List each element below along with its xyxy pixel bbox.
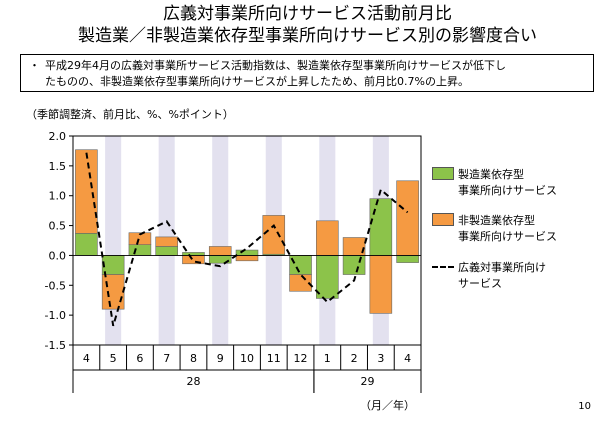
bar-non-manufacturing (396, 180, 419, 256)
bar-manufacturing (155, 246, 178, 256)
legend-label: 広義対事業所向け サービス (458, 261, 546, 290)
x-tick-label: 1 (324, 352, 331, 365)
note-bullet: ・ (29, 59, 40, 72)
shade-band (105, 136, 122, 345)
bar-non-manufacturing (101, 274, 125, 310)
bar-manufacturing (235, 249, 259, 256)
bar-non-manufacturing (182, 255, 205, 265)
legend-label: 製造業依存型 事業所向けサービス (458, 168, 557, 197)
bar-non-manufacturing (369, 255, 393, 314)
total-line (85, 152, 409, 327)
y-tick-label: 1.0 (49, 190, 67, 203)
x-tick-label: 9 (217, 352, 224, 365)
bar-non-manufacturing (235, 255, 259, 262)
x-tick-label: 4 (83, 352, 90, 365)
bar-non-manufacturing (262, 215, 286, 255)
y-tick-label: 0.5 (49, 220, 67, 233)
x-tick-label: 10 (240, 352, 254, 365)
y-tick-label: -1.5 (45, 339, 66, 352)
bar-non-manufacturing (155, 236, 178, 247)
plot-frame (72, 135, 422, 346)
legend-label: 非製造業依存型 事業所向けサービス (458, 214, 557, 243)
chart-title-line1: 広義対事業所向けサービス活動前月比 (163, 4, 452, 24)
bar-non-manufacturing (208, 246, 232, 256)
bar-manufacturing (128, 244, 152, 256)
x-tick-label: 2 (351, 352, 358, 365)
year-label: 28 (186, 375, 200, 388)
y-tick-label: -0.5 (45, 279, 66, 292)
bar-manufacturing (75, 233, 98, 256)
note-box: ・ 平成29年4月の広義対事業所サービス活動指数は、製造業依存型事業所向けサービ… (20, 54, 594, 92)
x-unit-label: （月／年） (360, 398, 415, 412)
unit-label: （季節調整済、前月比、%、%ポイント） (26, 108, 234, 121)
bar-non-manufacturing (75, 149, 98, 234)
legend-color-swatch (432, 167, 454, 180)
bar-non-manufacturing (289, 274, 312, 292)
bar-manufacturing (182, 252, 205, 256)
bar-manufacturing (369, 198, 393, 256)
year-label: 29 (360, 375, 374, 388)
page-number: 10 (578, 401, 591, 412)
note-line2: たものの、非製造業依存型事業所向けサービスが上昇したため、前月比0.7%の上昇。 (45, 75, 469, 88)
chart-title-line2: 製造業／非製造業依存型事業所向けサービス別の影響度合い (78, 26, 537, 46)
legend-color-swatch (432, 213, 454, 226)
note-line1: 平成29年4月の広義対事業所サービス活動指数は、製造業依存型事業所向けサービスが… (45, 59, 506, 72)
y-tick-label: 2.0 (49, 130, 67, 143)
x-tick-label: 7 (163, 352, 170, 365)
x-tick-label: 11 (267, 352, 281, 365)
bar-manufacturing (289, 255, 312, 275)
bar-manufacturing (396, 255, 419, 263)
y-tick-label: 1.5 (49, 160, 67, 173)
x-tick-label: 6 (136, 352, 143, 365)
bar-manufacturing (342, 255, 366, 275)
x-tick-label: 3 (377, 352, 384, 365)
x-tick-label: 8 (190, 352, 197, 365)
bar-non-manufacturing (128, 232, 152, 245)
x-tick-label: 4 (404, 352, 411, 365)
legend-line-swatch (432, 266, 454, 268)
shade-band (212, 136, 229, 345)
bar-non-manufacturing (316, 220, 339, 256)
bar-manufacturing (316, 255, 339, 299)
y-tick-label: 0.0 (49, 249, 67, 262)
x-tick-label: 12 (294, 352, 308, 365)
y-tick-label: -1.0 (45, 309, 66, 322)
x-tick-label: 5 (110, 352, 117, 365)
